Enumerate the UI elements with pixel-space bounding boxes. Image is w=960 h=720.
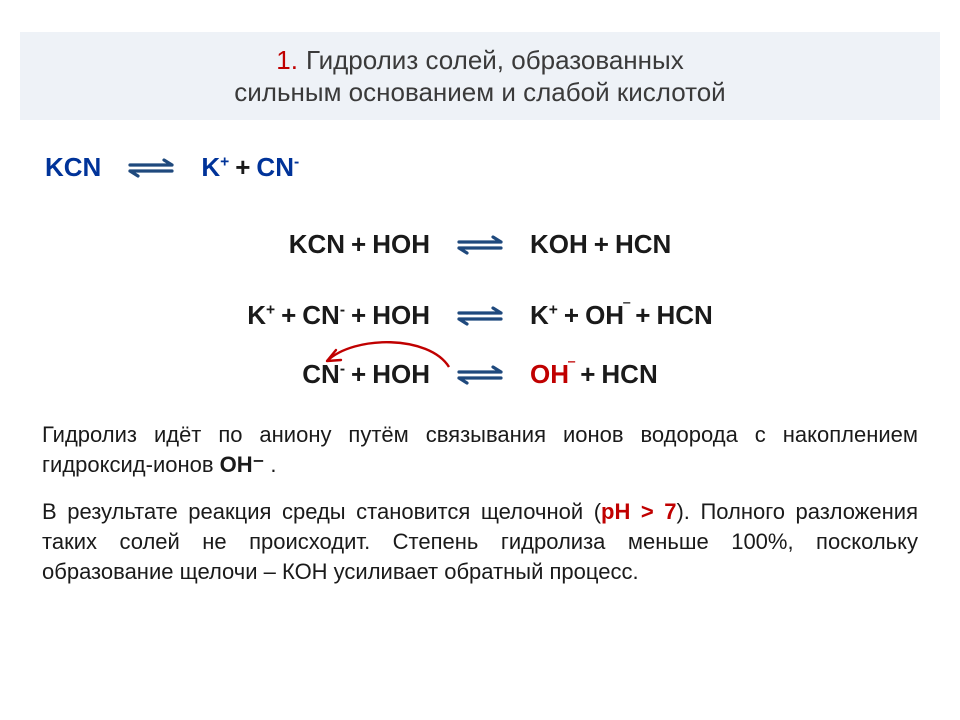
eq1-cn: CN- [256,152,299,183]
eq3-oh: OH‾ [585,300,629,331]
eq4-hoh: HOH [372,359,430,390]
eq2-koh: KOH [530,229,588,260]
equation-net-ionic: CN- + HOH OH‾ + HCN [299,359,660,390]
header-text-2: сильным основанием и слабой кислотой [234,76,725,109]
equation-dissociation: KCN K+ + CN- [42,152,918,183]
eq1-lhs: KCN [45,152,101,183]
header-text-1: Гидролиз солей, образованных [306,44,684,77]
plus-sign: + [635,300,650,331]
equation-net-ionic-wrap: CN- + HOH OH‾ + HCN [42,359,918,390]
slide-body: KCN K+ + CN- KCN + HOH KOH + HCN K+ + CN… [42,140,918,586]
equation-molecular: KCN + HOH KOH + HCN [42,229,918,260]
eq2-kcn: KCN [289,229,345,260]
eq4-oh: OH‾ [530,359,574,390]
header-line-1: 1. Гидролиз солей, образованных [276,44,683,77]
eq4-hcn: HCN [601,359,657,390]
eq1-k: K+ [201,152,229,183]
para1-suffix: . [264,452,276,477]
para2-ph: рН > 7 [601,499,676,524]
equation-full-ionic: K+ + CN- + HOH K+ + OH‾ + HCN [42,300,918,331]
header-number: 1. [276,44,298,77]
para2-t1: В результате реакция среды становится ще… [42,499,601,524]
equilibrium-arrow-icon [453,305,507,327]
plus-sign: + [351,359,366,390]
slide-header: 1. Гидролиз солей, образованных сильным … [20,32,940,120]
explanation-paragraph-1: Гидролиз идёт по аниону путём связывания… [42,420,918,479]
plus-sign: + [281,300,296,331]
eq2-hcn: HCN [615,229,671,260]
eq3-hoh: HOH [372,300,430,331]
equilibrium-arrow-icon [453,234,507,256]
equilibrium-arrow-icon [124,157,178,179]
plus-sign: + [580,359,595,390]
plus-sign: + [564,300,579,331]
eq3-k2: K+ [530,300,558,331]
plus-sign: + [351,229,366,260]
para1-bold: OH⁻ [220,452,265,477]
eq4-cn: CN- [302,359,345,390]
plus-sign: + [235,152,250,183]
plus-sign: + [594,229,609,260]
eq3-cn: CN- [302,300,345,331]
para1-prefix: Гидролиз идёт по аниону путём связывания… [42,422,918,477]
eq2-hoh: HOH [372,229,430,260]
plus-sign: + [351,300,366,331]
eq3-k1: K+ [247,300,275,331]
eq3-hcn: HCN [656,300,712,331]
equilibrium-arrow-icon [453,364,507,386]
explanation-paragraph-2: В результате реакция среды становится ще… [42,497,918,586]
